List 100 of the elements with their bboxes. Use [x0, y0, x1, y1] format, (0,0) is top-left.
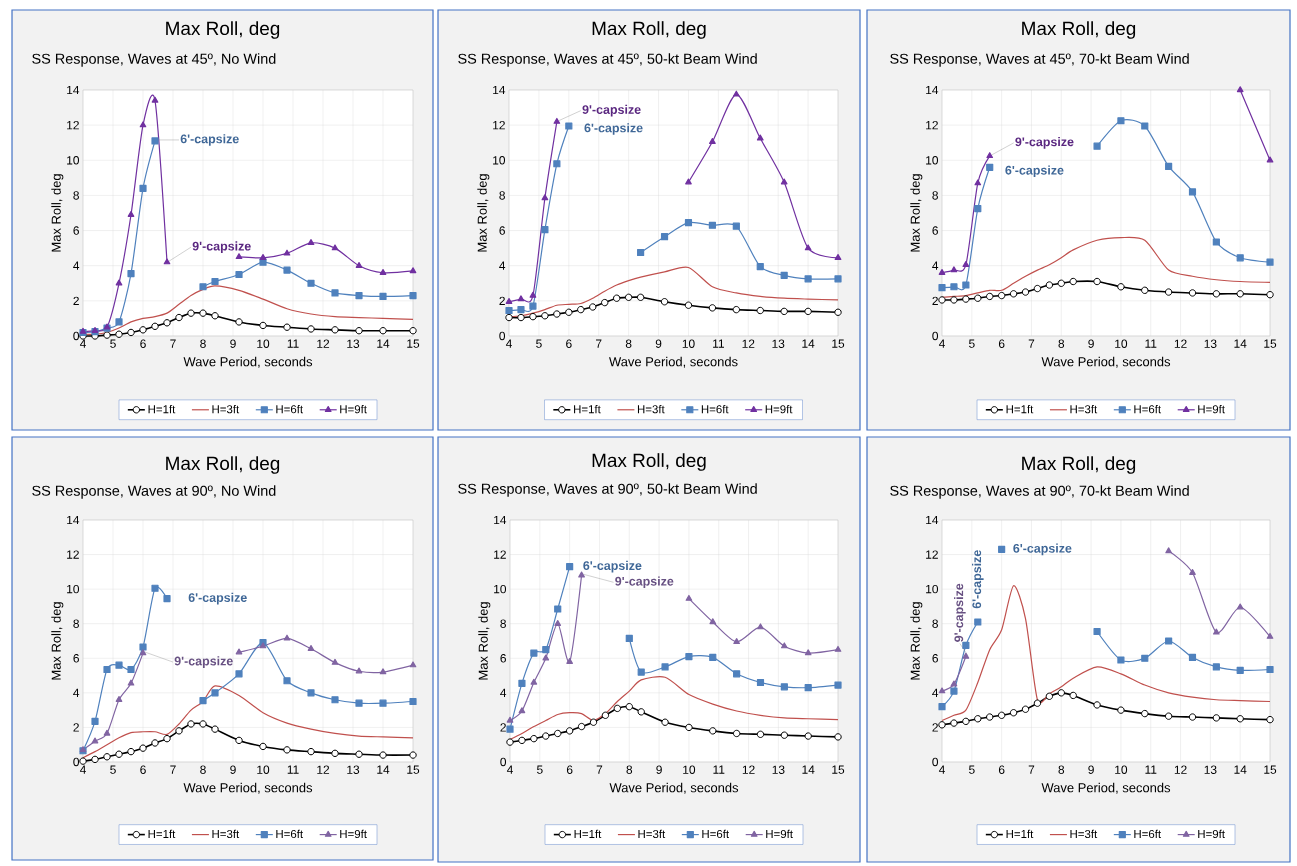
y-tick-label: 12 — [494, 550, 506, 559]
legend-label: H=3ft — [212, 829, 240, 839]
x-tick-label: 4 — [79, 339, 86, 348]
x-tick-label: 13 — [1204, 765, 1217, 774]
y-tick-label: 6 — [932, 226, 938, 235]
y-tick-label: 12 — [67, 120, 79, 130]
x-tick-label: 8 — [626, 765, 633, 774]
x-tick-label: 8 — [200, 339, 206, 348]
y-tick-label: 4 — [932, 261, 939, 270]
annotation: 6'-capsize — [1005, 165, 1064, 178]
y-tick-label: 8 — [73, 191, 79, 200]
chart-title: Max Roll, deg — [1022, 456, 1136, 474]
legend-label: H=3ft — [638, 829, 666, 839]
x-tick-label: 7 — [1028, 765, 1035, 774]
x-tick-label: 13 — [347, 765, 360, 774]
legend-label: H=9ft — [766, 829, 793, 839]
x-tick-label: 6 — [998, 765, 1005, 774]
y-tick-label: 6 — [932, 654, 938, 663]
legend-label: H=1ft — [1006, 404, 1034, 414]
x-tick-label: 5 — [110, 765, 116, 774]
x-tick-label: 10 — [257, 765, 270, 774]
x-tick-label: 9 — [1088, 765, 1094, 774]
x-tick-label: 14 — [1234, 765, 1247, 774]
x-tick-label: 13 — [772, 765, 785, 774]
x-tick-label: 11 — [1145, 339, 1157, 348]
x-axis-title: Wave Period, seconds — [1041, 782, 1171, 794]
annotation: 9'-capsize — [615, 576, 674, 589]
x-tick-label: 15 — [832, 339, 845, 348]
legend-label: H=3ft — [1070, 404, 1098, 414]
legend-label: H=9ft — [1198, 404, 1225, 414]
x-tick-label: 9 — [655, 339, 662, 348]
y-tick-label: 2 — [500, 723, 506, 732]
y-tick-label: 14 — [493, 85, 506, 95]
y-tick-label: 10 — [494, 584, 507, 594]
x-tick-label: 12 — [317, 765, 330, 774]
annotation: 6'-capsize — [180, 134, 239, 146]
x-tick-label: 12 — [1174, 765, 1187, 774]
x-tick-label: 9 — [656, 765, 662, 774]
x-tick-label: 11 — [1145, 765, 1157, 774]
annotation: 6'-capsize — [1013, 543, 1072, 556]
annotation: 9'-capsize — [174, 656, 233, 668]
y-tick-label: 10 — [493, 156, 506, 165]
y-tick-label: 12 — [67, 550, 79, 559]
legend-label: H=6ft — [1134, 404, 1162, 414]
x-axis-title: Wave Period, seconds — [1041, 356, 1171, 368]
x-tick-label: 7 — [596, 765, 603, 774]
legend-label: H=9ft — [765, 404, 793, 414]
x-tick-label: 4 — [938, 765, 945, 774]
x-tick-label: 12 — [742, 765, 755, 774]
x-tick-label: 5 — [536, 339, 542, 348]
x-tick-label: 13 — [772, 339, 785, 348]
y-tick-label: 14 — [67, 85, 80, 95]
y-tick-label: 8 — [932, 191, 938, 200]
y-tick-label: 14 — [926, 515, 939, 525]
x-tick-label: 7 — [170, 765, 176, 774]
y-tick-label: 4 — [500, 688, 507, 697]
y-tick-label: 8 — [499, 191, 505, 200]
y-tick-label: 4 — [73, 688, 80, 697]
x-tick-label: 7 — [170, 339, 176, 348]
x-tick-label: 7 — [596, 339, 602, 348]
legend-label: H=9ft — [340, 829, 367, 839]
x-tick-label: 4 — [79, 765, 86, 774]
y-tick-label: 4 — [499, 261, 506, 270]
y-tick-label: 10 — [926, 584, 939, 594]
y-tick-label: 10 — [926, 156, 939, 165]
x-tick-label: 11 — [713, 765, 725, 774]
y-tick-label: 0 — [73, 757, 80, 767]
y-tick-label: 0 — [73, 331, 80, 341]
y-tick-label: 6 — [73, 654, 79, 663]
y-tick-label: 0 — [500, 757, 507, 767]
x-tick-label: 7 — [1028, 339, 1035, 348]
y-tick-label: 6 — [500, 654, 506, 663]
annotation: 9'-capsize — [954, 583, 966, 642]
x-axis-title: Wave Period, seconds — [609, 356, 738, 368]
y-tick-label: 12 — [926, 550, 938, 559]
y-tick-label: 8 — [500, 619, 506, 628]
x-tick-label: 9 — [230, 765, 236, 774]
x-tick-label: 10 — [683, 765, 696, 774]
chart-subtitle: SS Response, Waves at 45º, 50-kt Beam Wind — [458, 53, 757, 67]
x-tick-label: 8 — [1058, 765, 1065, 774]
annotation: 6'-capsize — [584, 123, 643, 135]
chart-subtitle: SS Response, Waves at 45º, No Wind — [32, 53, 276, 67]
x-tick-label: 15 — [407, 339, 420, 348]
y-tick-label: 2 — [932, 723, 938, 732]
y-tick-label: 6 — [499, 226, 505, 235]
x-tick-label: 4 — [938, 339, 945, 348]
legend-label: H=6ft — [276, 404, 304, 414]
y-tick-label: 10 — [67, 156, 80, 165]
x-tick-label: 5 — [968, 765, 975, 774]
y-axis-title: Max Roll, deg — [51, 174, 64, 252]
legend-label: H=6ft — [1134, 829, 1162, 839]
x-tick-label: 10 — [682, 339, 695, 348]
x-tick-label: 9 — [230, 339, 236, 348]
chart-subtitle: SS Response, Waves at 90º, 70-kt Beam Wind — [890, 485, 1189, 499]
annotation: 6'-capsize — [583, 560, 642, 573]
x-tick-label: 14 — [377, 339, 390, 348]
x-tick-label: 6 — [140, 339, 146, 348]
chart-subtitle: SS Response, Waves at 45º, 70-kt Beam Wind — [890, 53, 1189, 67]
x-tick-label: 8 — [625, 339, 632, 348]
x-tick-label: 5 — [110, 339, 116, 348]
